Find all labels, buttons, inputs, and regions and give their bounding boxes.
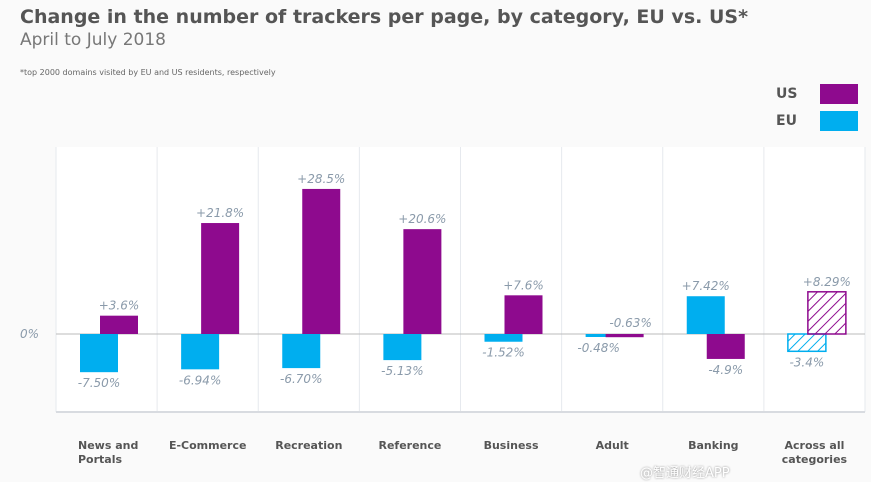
data-label-us: +21.8% [196,206,244,220]
bar-eu [484,334,523,342]
bar-eu [181,334,220,370]
category-label: Reference [379,439,442,452]
chart-note: *top 2000 domains visited by EU and US r… [20,68,276,77]
zero-label: 0% [20,327,39,341]
data-label-eu: -6.70% [280,372,322,386]
data-label-eu: -3.4% [789,355,824,369]
data-label-eu: -7.50% [78,376,120,390]
legend-us-swatch [820,84,858,104]
bar-eu [686,296,725,334]
data-label-eu: -0.48% [577,341,619,355]
data-label-us: +8.29% [803,275,851,289]
data-label-eu: +7.42% [682,279,730,293]
bar-us [100,315,138,334]
bar-eu [80,334,118,373]
category-label: E-Commerce [169,439,247,452]
category-label: Adult [596,439,629,452]
watermark: @智通财经APP [640,466,730,481]
bar-eu [787,333,827,353]
legend-eu-label: EU [776,113,797,129]
category-label: Across all categories [782,439,848,466]
bar-us [201,223,240,334]
data-label-us: -0.63% [609,316,651,330]
data-label-us: -4.9% [708,363,743,377]
bar-us [807,291,847,335]
category-label: Recreation [275,439,342,452]
bar-eu [282,334,321,369]
legend-us-label: US [776,86,798,102]
data-label-us: +7.6% [503,278,544,292]
chart-subtitle: April to July 2018 [20,30,166,50]
bar-eu [585,334,624,337]
data-label-us: +28.5% [297,172,345,186]
data-label-eu: -1.52% [482,346,524,360]
data-label-us: +3.6% [99,299,140,313]
category-label: Banking [688,439,738,452]
data-label-eu: -5.13% [381,364,423,378]
bar-us [403,229,442,334]
data-label-us: +20.6% [398,212,446,226]
data-label-eu: -6.94% [179,373,221,387]
legend-eu-swatch [820,111,858,131]
bar-us [706,334,745,359]
bar-us [504,295,543,334]
bar-eu [383,334,422,361]
chart-title: Change in the number of trackers per pag… [20,6,749,28]
category-label: Business [484,439,539,452]
bar-us [302,188,341,334]
category-label: News and Portals [78,439,138,466]
bar-us [605,334,644,338]
